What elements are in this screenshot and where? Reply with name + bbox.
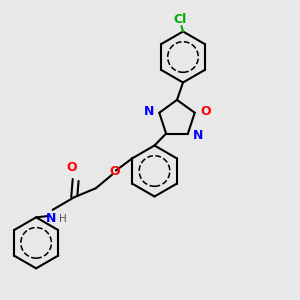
Text: O: O — [67, 161, 77, 174]
Text: O: O — [200, 105, 211, 118]
Text: N: N — [46, 212, 56, 225]
Text: H: H — [58, 214, 66, 224]
Text: N: N — [193, 128, 204, 142]
Text: O: O — [109, 165, 120, 178]
Text: Cl: Cl — [173, 13, 187, 26]
Text: N: N — [143, 105, 154, 118]
